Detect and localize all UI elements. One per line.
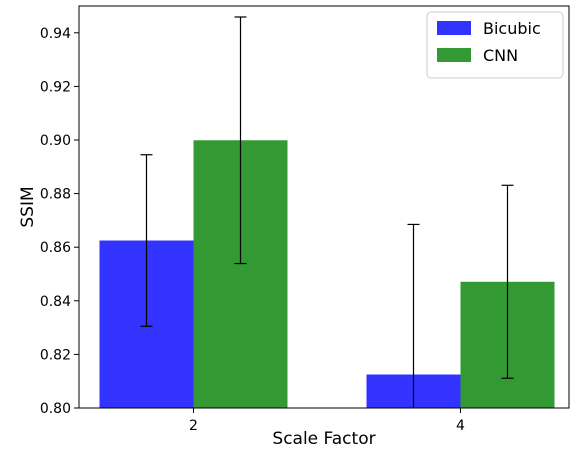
y-tick-label: 0.80 [40, 401, 71, 417]
legend-label-cnn: CNN [483, 46, 518, 65]
legend-swatch-bicubic [437, 21, 471, 35]
legend-swatch-cnn [437, 48, 471, 62]
x-axis-title: Scale Factor [272, 429, 375, 449]
x-tick-label: 2 [189, 418, 198, 434]
legend: Bicubic CNN [426, 11, 564, 79]
y-axis: 0.80 0.82 0.84 0.86 0.88 0.90 0.92 0.94 [40, 26, 79, 417]
y-axis-title: SSIM [18, 186, 38, 227]
y-tick-label: 0.86 [40, 240, 71, 256]
y-tick-label: 0.94 [40, 26, 71, 42]
legend-label-bicubic: Bicubic [483, 19, 541, 38]
y-tick-label: 0.92 [40, 79, 71, 95]
error-bars-group [140, 16, 514, 408]
y-tick-label: 0.84 [40, 294, 71, 310]
y-tick-label: 0.90 [40, 133, 71, 149]
bars-group [99, 140, 555, 408]
plot-frame [78, 5, 570, 409]
x-tick-label: 4 [456, 418, 465, 434]
y-tick-label: 0.82 [40, 347, 71, 363]
y-tick-label: 0.88 [40, 187, 71, 203]
